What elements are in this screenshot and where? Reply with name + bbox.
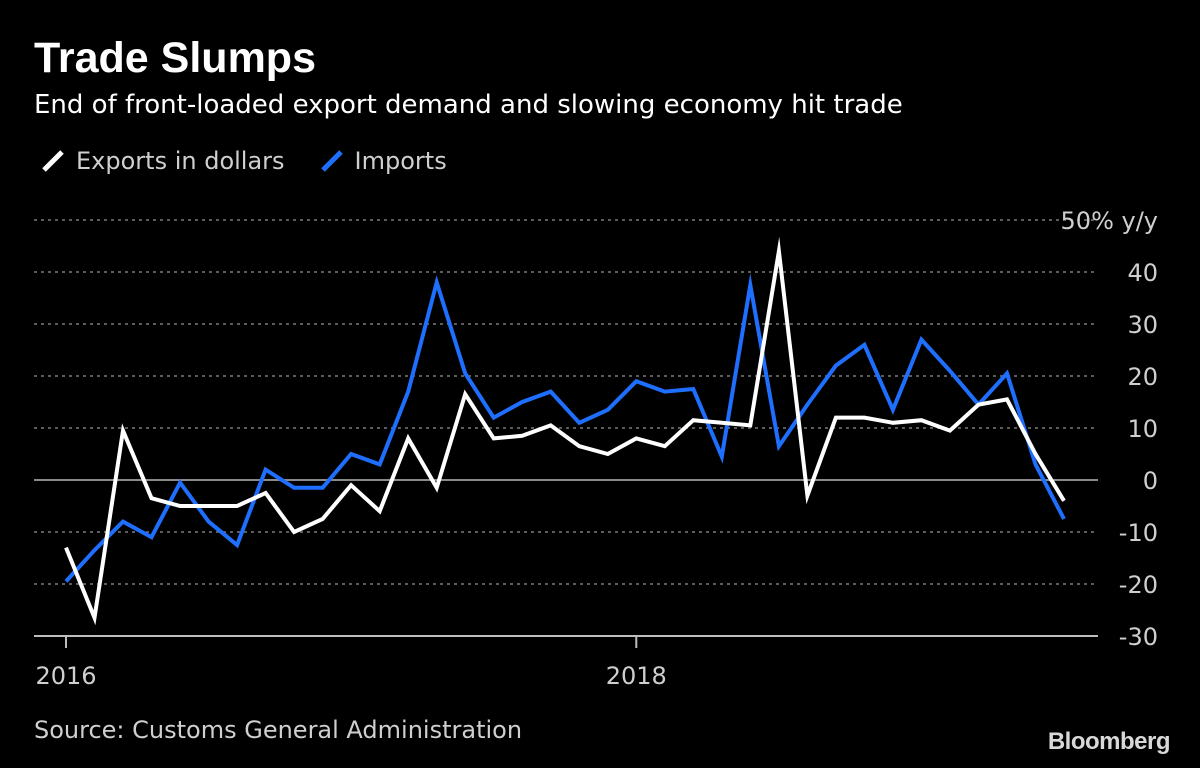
x-tick-label: 2016 [35,662,96,690]
x-tick-label: 2018 [606,662,667,690]
y-tick-label: -20 [1119,571,1158,599]
y-tick-label: 40 [1127,259,1158,287]
legend: Exports in dollars Imports [40,144,481,178]
legend-item-imports: Imports [319,147,447,175]
source-note: Source: Customs General Administration [34,716,523,744]
y-tick-label: 0 [1143,467,1158,495]
chart-subtitle: End of front-loaded export demand and sl… [34,90,903,120]
y-tick-label: 50% y/y [1061,207,1158,235]
y-tick-label: 30 [1127,311,1158,339]
y-tick-label: 20 [1127,363,1158,391]
series-lines [64,236,1066,626]
series-line-exports [64,236,1066,626]
legend-label-exports: Exports in dollars [76,147,285,175]
legend-item-exports: Exports in dollars [40,147,285,175]
legend-label-imports: Imports [354,147,447,175]
chart-title: Trade Slumps [34,34,316,82]
x-axis: 2016 2018 [35,636,667,690]
imports-line-icon [320,150,343,172]
gridlines [34,219,1098,637]
y-tick-label: 10 [1127,415,1158,443]
exports-line-icon [42,150,64,172]
series-line-imports [64,273,1066,583]
y-tick-label: -30 [1119,623,1158,651]
y-axis-ticks: -30 -20 -10 0 10 20 30 40 50% y/y [1061,207,1158,651]
y-tick-label: -10 [1119,519,1158,547]
bloomberg-logo: Bloomberg [1047,728,1171,755]
